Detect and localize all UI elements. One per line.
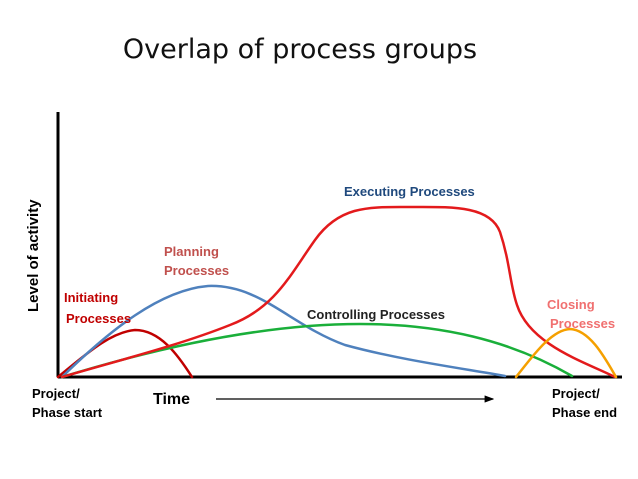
x-axis-start-label-line2: Phase start [32,405,103,420]
series-line-planning [60,284,507,379]
series-line-initiating [56,328,194,379]
x-axis-end-label-line2: Phase end [552,405,617,420]
series-label-planning: Planning Processes [164,244,229,278]
x-axis-label: Time [153,391,190,408]
series-label-controlling: Controlling Processes [307,307,445,322]
y-axis-label: Level of activity [25,199,42,312]
series-label-initiating-line1: Initiating [64,290,118,305]
series-label-executing: Executing Processes [344,184,475,199]
series-label-initiating: Initiating Processes [64,290,131,326]
series-label-closing-line2: Processes [550,316,615,331]
series-label-controlling-line1: Controlling Processes [307,307,445,322]
x-axis-end-label: Project/ Phase end [552,386,617,420]
x-axis-start-label-line1: Project/ [32,386,80,401]
series-label-closing-line1: Closing [547,297,595,312]
series-line-executing [60,205,617,379]
series-label-executing-line1: Executing Processes [344,184,475,199]
series-line-closing [514,327,618,379]
series-label-initiating-line2: Processes [66,311,131,326]
page-title: Overlap of process groups [122,34,478,65]
series-label-closing: Closing Processes [547,297,615,331]
x-axis-end-label-line1: Project/ [552,386,600,401]
x-axis-start-label: Project/ Phase start [32,386,103,420]
series-label-planning-line1: Planning [164,244,219,259]
series-label-planning-line2: Processes [164,263,229,278]
